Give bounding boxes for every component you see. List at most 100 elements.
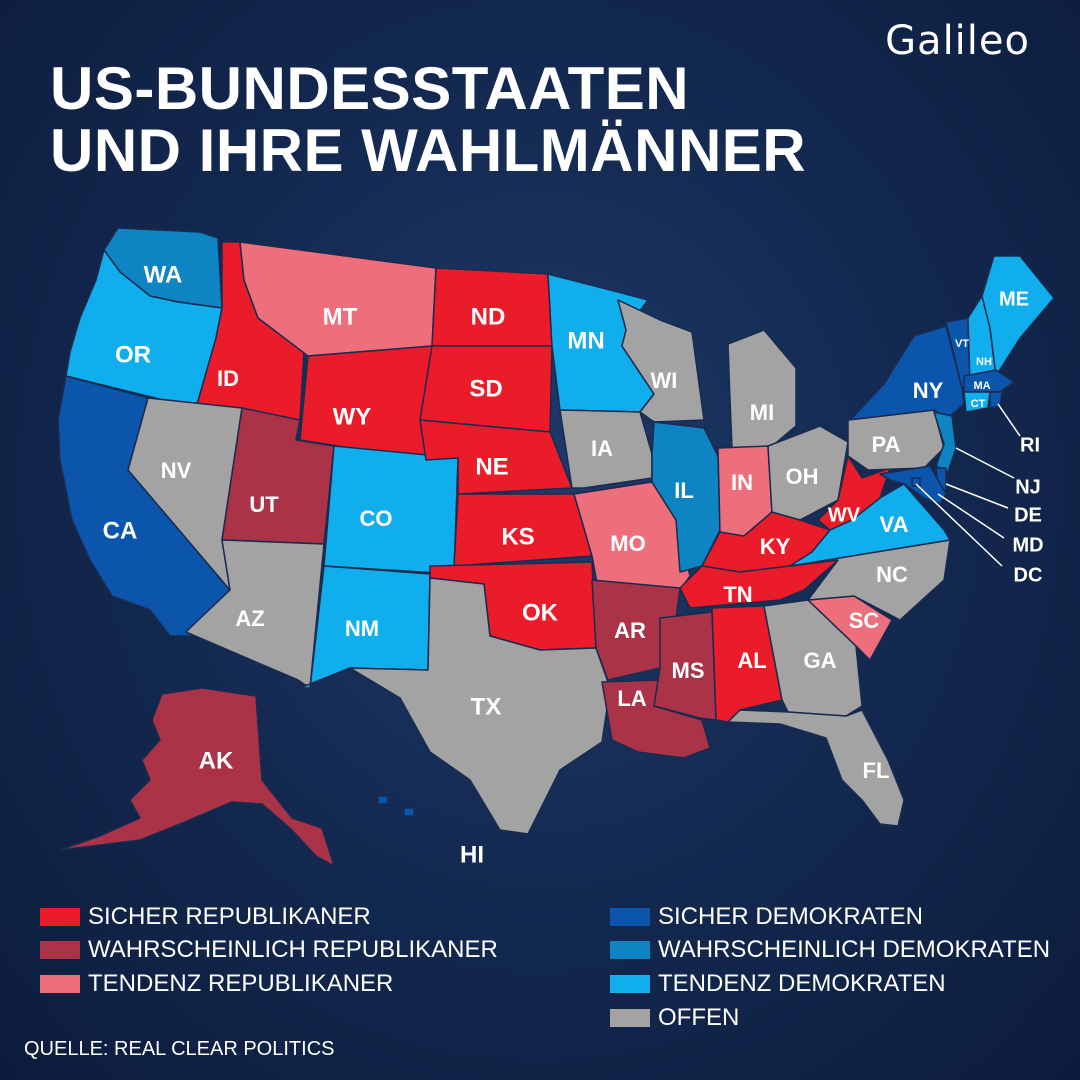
state-me <box>981 255 1055 377</box>
legend-item-tendenz-demokraten: TENDENZ DEMOKRATEN <box>610 967 1050 1001</box>
state-label-ky: KY <box>760 534 791 559</box>
state-label-vt: VT <box>955 338 969 350</box>
state-label-va: VA <box>880 512 909 537</box>
state-label-ny: NY <box>913 378 944 403</box>
state-label-ak: AK <box>199 747 234 774</box>
leader-line-nj <box>955 447 1015 479</box>
state-label-in: IN <box>731 470 753 495</box>
legend-label: TENDENZ DEMOKRATEN <box>658 969 946 997</box>
state-label-al: AL <box>737 648 766 673</box>
state-label-la: LA <box>617 686 646 711</box>
state-label-mo: MO <box>610 531 645 556</box>
state-label-mt: MT <box>323 303 358 330</box>
state-label-wv: WV <box>828 504 861 526</box>
state-label-ct: CT <box>971 398 986 410</box>
legend-swatch <box>610 974 650 993</box>
state-label-nc: NC <box>876 562 908 587</box>
legend-swatch <box>610 1008 650 1027</box>
state-label-nj: NJ <box>1015 476 1041 498</box>
state-hi-island-2 <box>403 807 415 817</box>
state-label-md: MD <box>1012 534 1043 556</box>
state-label-ut: UT <box>249 492 279 517</box>
state-label-wy: WY <box>333 403 372 430</box>
legend-item-sicher-republikaner: SICHER REPUBLIKANER <box>40 900 498 934</box>
legend-label: TENDENZ REPUBLIKANER <box>88 969 394 997</box>
state-label-ms: MS <box>672 658 705 683</box>
legend-item-offen: OFFEN <box>610 1001 1050 1035</box>
state-dc <box>911 477 921 487</box>
state-label-ia: IA <box>591 436 613 461</box>
state-label-mi: MI <box>750 400 774 425</box>
legend-swatch <box>40 941 80 960</box>
state-fl <box>727 709 905 827</box>
page-title: US-BUNDESSTAATEN UND IHRE WAHLMÄNNER <box>50 58 806 182</box>
state-label-wa: WA <box>144 261 183 288</box>
state-label-pa: PA <box>872 432 901 457</box>
state-label-ri: RI <box>1020 434 1040 456</box>
state-ny <box>847 325 965 421</box>
state-label-oh: OH <box>786 464 819 489</box>
legend-label: SICHER DEMOKRATEN <box>658 902 923 930</box>
legend-swatch <box>40 907 80 926</box>
leader-line-dc <box>915 483 1003 567</box>
leader-line-ri <box>997 403 1021 437</box>
leader-line-de <box>945 483 1009 509</box>
state-label-de: DE <box>1014 504 1042 526</box>
legend-item-wahrscheinlich-demokraten: WAHRSCHEINLICH DEMOKRATEN <box>610 934 1050 968</box>
state-label-ga: GA <box>804 648 837 673</box>
state-label-ks: KS <box>501 523 534 550</box>
state-label-ma: MA <box>973 380 990 392</box>
state-wi <box>617 299 705 423</box>
state-hi-island-1 <box>377 795 389 805</box>
state-label-me: ME <box>999 288 1029 310</box>
legend-label: SICHER REPUBLIKANER <box>88 902 371 930</box>
legend-swatch <box>610 941 650 960</box>
state-az <box>185 539 325 689</box>
state-label-ca: CA <box>103 517 138 544</box>
brand-logo: Galileo <box>885 18 1030 64</box>
state-label-sd: SD <box>469 375 502 402</box>
state-label-id: ID <box>217 366 239 391</box>
state-label-sc: SC <box>849 608 880 633</box>
legend-item-sicher-demokraten: SICHER DEMOKRATEN <box>610 900 1050 934</box>
state-label-co: CO <box>360 506 393 531</box>
legend-right: SICHER DEMOKRATEN WAHRSCHEINLICH DEMOKRA… <box>610 900 1050 1034</box>
state-label-fl: FL <box>863 758 890 783</box>
state-label-il: IL <box>674 478 694 503</box>
state-label-ok: OK <box>522 599 559 626</box>
state-label-nm: NM <box>345 616 379 641</box>
state-ri <box>989 391 1003 409</box>
state-label-nv: NV <box>161 458 192 483</box>
state-tx <box>349 577 611 835</box>
title-line-2: UND IHRE WAHLMÄNNER <box>50 117 807 184</box>
state-label-wi: WI <box>651 368 678 393</box>
legend-swatch <box>610 907 650 926</box>
state-label-mn: MN <box>567 327 604 354</box>
state-il <box>651 421 721 573</box>
state-label-nd: ND <box>471 303 506 330</box>
leader-line-md <box>937 493 1005 539</box>
legend-item-wahrscheinlich-republikaner: WAHRSCHEINLICH REPUBLIKANER <box>40 934 498 968</box>
legend-label: WAHRSCHEINLICH DEMOKRATEN <box>658 936 1051 964</box>
source-note: QUELLE: REAL CLEAR POLITICS <box>24 1038 335 1060</box>
legend-swatch <box>40 974 80 993</box>
state-label-nh: NH <box>976 356 992 368</box>
state-label-ar: AR <box>614 618 646 643</box>
state-ct <box>963 391 991 413</box>
state-nj <box>933 411 957 473</box>
state-label-or: OR <box>115 341 151 368</box>
legend-label: WAHRSCHEINLICH REPUBLIKANER <box>88 936 498 964</box>
state-label-hi: HI <box>460 841 484 868</box>
state-label-tx: TX <box>471 693 502 720</box>
state-ma <box>963 369 1015 393</box>
legend-label: OFFEN <box>658 1003 740 1031</box>
state-label-dc: DC <box>1014 564 1043 586</box>
state-label-az: AZ <box>235 606 264 631</box>
legend-item-tendenz-republikaner: TENDENZ REPUBLIKANER <box>40 967 498 1001</box>
state-ak <box>59 687 335 867</box>
state-label-tn: TN <box>723 582 752 607</box>
state-mi <box>727 329 797 449</box>
legend-left: SICHER REPUBLIKANER WAHRSCHEINLICH REPUB… <box>40 900 498 1001</box>
state-label-ne: NE <box>475 453 508 480</box>
